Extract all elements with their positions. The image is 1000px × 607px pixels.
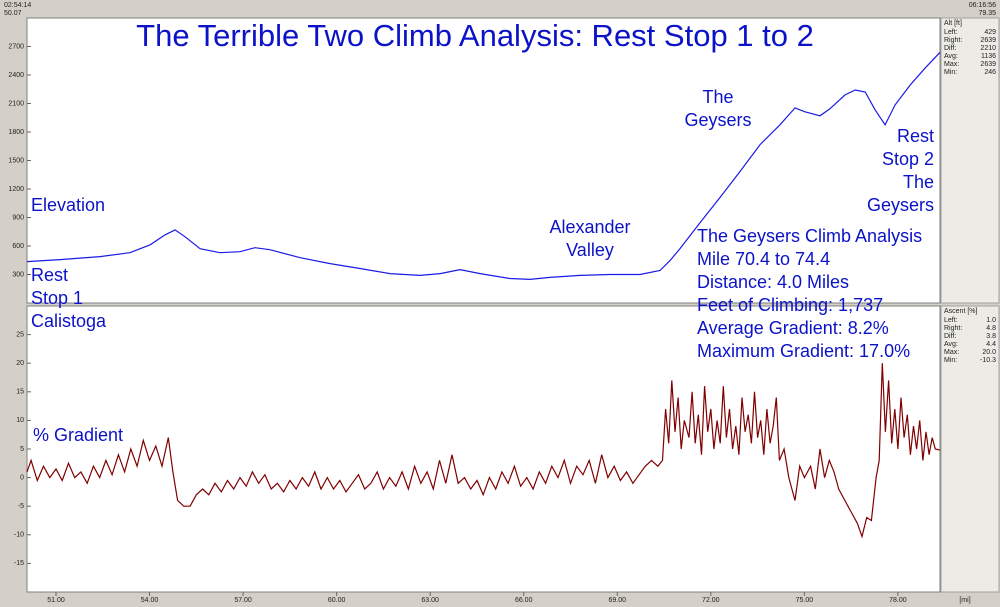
y-tick-label: 900	[12, 214, 24, 221]
chart-title: The Terrible Two Climb Analysis: Rest St…	[136, 18, 814, 53]
stats-value: -10.3	[980, 357, 996, 364]
stats-label: Avg:	[944, 341, 958, 348]
analysis-line: Distance: 4.0 Miles	[697, 272, 849, 292]
stats-label: Min:	[944, 69, 957, 76]
stats-value: 4.4	[986, 341, 996, 348]
x-tick-label: 60.00	[328, 597, 346, 604]
y-tick-label: 1200	[8, 186, 24, 193]
x-tick-label: 57.00	[234, 597, 252, 604]
y-tick-label: 15	[16, 389, 24, 396]
x-tick-label: 66.00	[515, 597, 533, 604]
annotation: Geysers	[867, 195, 934, 215]
stats-panel	[940, 17, 1000, 304]
stats-label: Right:	[944, 37, 962, 44]
analysis-line: Mile 70.4 to 74.4	[697, 249, 830, 269]
annotation: The	[702, 87, 733, 107]
x-tick-label: 51.00	[47, 597, 65, 604]
stats-title: Ascent [%]	[944, 308, 978, 315]
annotation: Alexander	[549, 217, 630, 237]
gradient-panel	[26, 305, 941, 593]
analysis-line: Maximum Gradient: 17.0%	[697, 341, 910, 361]
stats-value: 3.8	[986, 333, 996, 340]
y-tick-label: 10	[16, 417, 24, 424]
y-tick-label: 300	[12, 271, 24, 278]
stats-label: Diff:	[944, 333, 956, 340]
stats-title: Alt [ft]	[944, 20, 962, 27]
annotation: Geysers	[684, 110, 751, 130]
series-label: Elevation	[31, 195, 105, 215]
y-tick-label: 1800	[8, 129, 24, 136]
stats-value: 4.8	[986, 325, 996, 332]
stats-value: 20.0	[982, 349, 996, 356]
stats-label: Min:	[944, 357, 957, 364]
annotation: Stop 2	[882, 149, 934, 169]
stats-value: 429	[984, 29, 996, 36]
data-line	[26, 51, 941, 281]
annotation: Valley	[566, 240, 614, 260]
stats-label: Avg:	[944, 53, 958, 60]
stats-value: 246	[984, 69, 996, 76]
stats-label: Left:	[944, 317, 958, 324]
stats-label: Max:	[944, 349, 959, 356]
analysis-line: Feet of Climbing: 1,737	[697, 295, 883, 315]
y-tick-label: -15	[14, 560, 24, 567]
stats-label: Right:	[944, 325, 962, 332]
y-tick-label: 2100	[8, 100, 24, 107]
y-tick-label: 600	[12, 243, 24, 250]
series-label: % Gradient	[33, 425, 123, 445]
x-tick-label: 72.00	[702, 597, 720, 604]
annotation: Rest	[31, 265, 68, 285]
end-mile: 79.35	[978, 10, 996, 17]
data-line	[26, 363, 941, 539]
stats-value: 2210	[980, 45, 996, 52]
annotations: The Terrible Two Climb Analysis: Rest St…	[31, 18, 934, 445]
y-tick-label: -5	[18, 503, 24, 510]
y-tick-label: 20	[16, 360, 24, 367]
stats-label: Left:	[944, 29, 958, 36]
elevation-panel	[26, 17, 941, 304]
x-tick-label: 75.00	[796, 597, 814, 604]
y-tick-label: 0	[20, 474, 24, 481]
analysis-line: Average Gradient: 8.2%	[697, 318, 889, 338]
x-axis-label: [mi]	[959, 597, 970, 604]
analysis-line: The Geysers Climb Analysis	[697, 226, 922, 246]
annotation: Stop 1	[31, 288, 83, 308]
annotation: The	[903, 172, 934, 192]
x-tick-label: 54.00	[141, 597, 159, 604]
stats-value: 1.0	[986, 317, 996, 324]
y-tick-label: 25	[16, 331, 24, 338]
x-tick-label: 69.00	[609, 597, 627, 604]
annotation: Rest	[897, 126, 934, 146]
stats-value: 2639	[980, 37, 996, 44]
stats-label: Max:	[944, 61, 959, 68]
y-tick-label: 5	[20, 446, 24, 453]
y-tick-label: 2700	[8, 43, 24, 50]
x-tick-label: 63.00	[421, 597, 439, 604]
start-mile: 50.07	[4, 10, 22, 17]
stats-value: 1136	[981, 53, 996, 60]
end-time: 06:16:56	[969, 2, 996, 9]
start-time: 02:54:14	[4, 2, 31, 9]
stats-label: Diff:	[944, 45, 956, 52]
stats-panel	[940, 305, 1000, 593]
x-tick-label: 78.00	[889, 597, 907, 604]
y-tick-label: 2400	[8, 72, 24, 79]
annotation: Calistoga	[31, 311, 107, 331]
stats-value: 2639	[980, 61, 996, 68]
y-tick-label: 1500	[8, 157, 24, 164]
y-tick-label: -10	[14, 532, 24, 539]
